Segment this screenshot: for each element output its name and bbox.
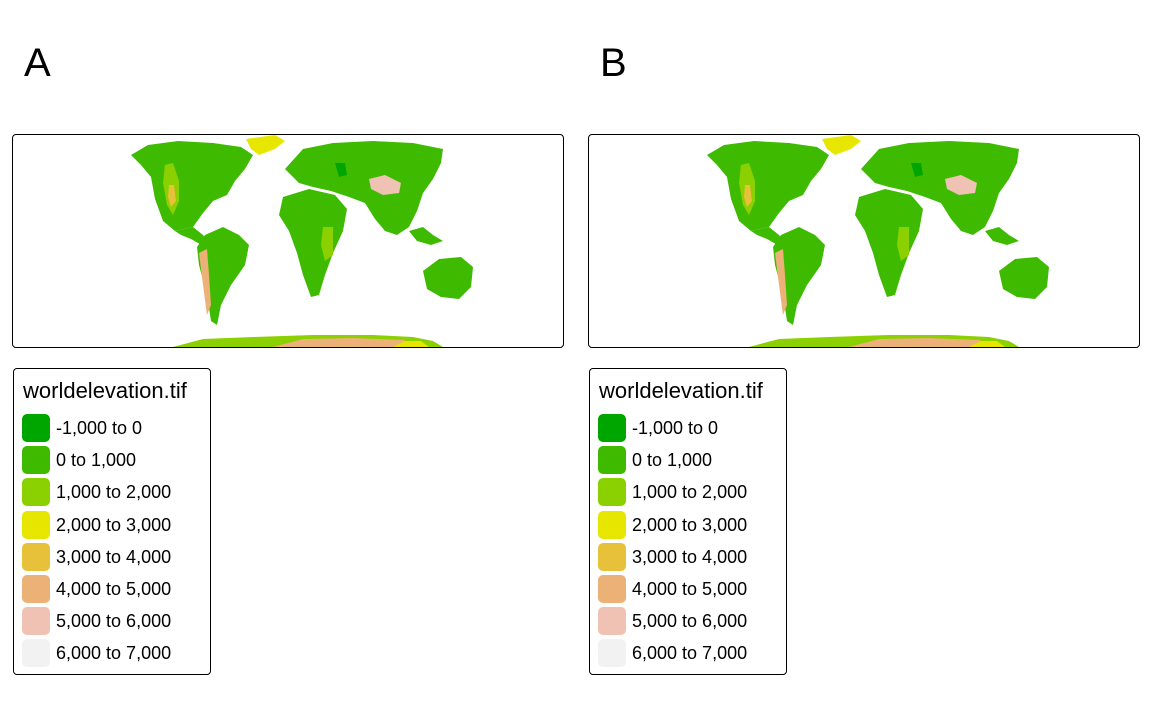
eurasia-landmass — [285, 141, 443, 235]
legend-label: 5,000 to 6,000 — [56, 611, 172, 632]
southeast-asia-islands — [409, 227, 443, 245]
legend-item: 5,000 to 6,000 — [598, 607, 748, 636]
africa-landmass — [855, 189, 923, 297]
legend-swatch — [22, 639, 50, 668]
greenland-landmass — [246, 135, 285, 155]
legend-swatch — [598, 446, 626, 475]
legend-item: 5,000 to 6,000 — [22, 607, 172, 636]
legend-label: 0 to 1,000 — [56, 450, 137, 471]
greenland-landmass — [822, 135, 861, 155]
world-elevation-map — [131, 135, 473, 347]
east-african-highlands — [321, 227, 333, 261]
legend-swatch — [598, 607, 626, 636]
legend-label: 0 to 1,000 — [632, 450, 713, 471]
legend-label: 4,000 to 5,000 — [632, 579, 748, 599]
legend-label: 6,000 to 7,000 — [632, 643, 748, 664]
andes-mountains — [775, 249, 787, 315]
legend-label: 2,000 to 3,000 — [56, 514, 172, 535]
panel-tag: B — [600, 41, 627, 85]
legend-swatch — [598, 510, 626, 539]
legend-label: -1,000 to 0 — [632, 418, 719, 438]
australia-landmass — [423, 257, 473, 299]
legend-swatch — [22, 414, 50, 442]
legend-item: 6,000 to 7,000 — [22, 639, 172, 668]
legend-label: 5,000 to 6,000 — [632, 611, 748, 632]
world-elevation-map — [707, 135, 1049, 347]
legend-swatch — [598, 575, 626, 603]
legend-label: 2,000 to 3,000 — [632, 514, 748, 535]
legend-label: 1,000 to 2,000 — [632, 482, 748, 503]
antarctic-high-plateau — [969, 341, 1005, 347]
southeast-asia-islands — [985, 227, 1019, 245]
legend-item: -1,000 to 0 — [598, 414, 718, 442]
legend-swatch — [598, 414, 626, 442]
legend-label: 4,000 to 5,000 — [56, 579, 172, 599]
legend-item: 4,000 to 5,000 — [22, 575, 171, 603]
panel-a: A worldelevation.tif -1,000 to 0 0 to 1,0… — [12, 41, 564, 675]
north-america-landmass — [131, 141, 253, 231]
legend-item: 3,000 to 4,000 — [598, 542, 748, 571]
legend-label: -1,000 to 0 — [56, 418, 143, 438]
legend-item: 2,000 to 3,000 — [598, 510, 748, 539]
rocky-highland — [744, 185, 752, 207]
legend-item: 2,000 to 3,000 — [22, 510, 172, 539]
eurasia-landmass — [861, 141, 1019, 235]
rocky-highland — [168, 185, 176, 207]
legend: worldelevation.tif -1,000 to 0 0 to 1,000… — [589, 368, 787, 675]
map-frame — [588, 134, 1140, 348]
legend-swatch — [22, 575, 50, 603]
legend-swatch — [22, 607, 50, 636]
legend-item: 3,000 to 4,000 — [22, 542, 172, 571]
tibetan-plateau — [369, 175, 401, 195]
caspian-lowland — [911, 163, 923, 177]
legend-item: -1,000 to 0 — [22, 414, 142, 442]
australia-landmass — [999, 257, 1049, 299]
tibetan-plateau — [945, 175, 977, 195]
andes-mountains — [199, 249, 211, 315]
legend-item: 1,000 to 2,000 — [598, 478, 748, 507]
legend-label: 1,000 to 2,000 — [56, 482, 172, 503]
legend-swatch — [598, 542, 626, 571]
antarctic-ice-sheet — [849, 338, 999, 347]
antarctic-high-plateau — [393, 341, 429, 347]
legend-label: 6,000 to 7,000 — [56, 643, 172, 664]
legend-label: 3,000 to 4,000 — [632, 546, 748, 567]
legend-swatch — [598, 639, 626, 668]
legend-title: worldelevation.tif — [599, 378, 763, 403]
panel-b: B worldelevation.tif -1,000 to 0 0 to 1,0… — [576, 0, 1152, 711]
legend-swatch — [22, 542, 50, 571]
map-frame — [12, 134, 564, 348]
legend-swatch — [22, 446, 50, 475]
legend-swatch — [22, 478, 50, 507]
legend-item: 6,000 to 7,000 — [598, 639, 748, 668]
legend-swatch — [22, 510, 50, 539]
legend-title: worldelevation.tif — [23, 378, 187, 403]
east-african-highlands — [897, 227, 909, 261]
legend-item: 0 to 1,000 — [22, 446, 137, 475]
legend-item: 4,000 to 5,000 — [598, 575, 747, 603]
legend: worldelevation.tif -1,000 to 0 0 to 1,000… — [13, 368, 211, 675]
panel-tag: A — [24, 41, 51, 85]
antarctic-ice-sheet — [273, 338, 423, 347]
caspian-lowland — [335, 163, 347, 177]
africa-landmass — [279, 189, 347, 297]
north-america-landmass — [707, 141, 829, 231]
legend-label: 3,000 to 4,000 — [56, 546, 172, 567]
legend-item: 0 to 1,000 — [598, 446, 713, 475]
legend-item: 1,000 to 2,000 — [22, 478, 172, 507]
legend-swatch — [598, 478, 626, 507]
